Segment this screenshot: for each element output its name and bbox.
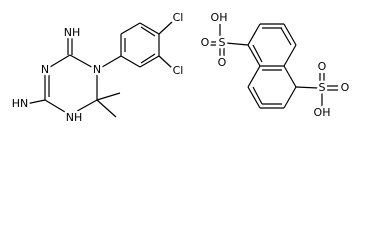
atom-label: O — [318, 60, 327, 73]
atom-label: O — [201, 36, 210, 49]
atom-label: HN — [12, 97, 29, 110]
atom-label: OH — [314, 106, 331, 119]
atom-label: N — [93, 63, 101, 76]
atom-label: O — [341, 81, 350, 94]
atom-label: O — [218, 56, 227, 69]
atom-label: S — [219, 36, 226, 49]
atom-label: OH — [211, 11, 228, 24]
atom-label: NH — [64, 26, 81, 39]
atom-label: N — [41, 63, 49, 76]
atom-label: Cl — [173, 11, 184, 24]
atom-label: NH — [66, 111, 83, 124]
atom-label: Cl — [173, 64, 184, 77]
atom-label: S — [319, 81, 326, 94]
bonds — [25, 21, 338, 118]
